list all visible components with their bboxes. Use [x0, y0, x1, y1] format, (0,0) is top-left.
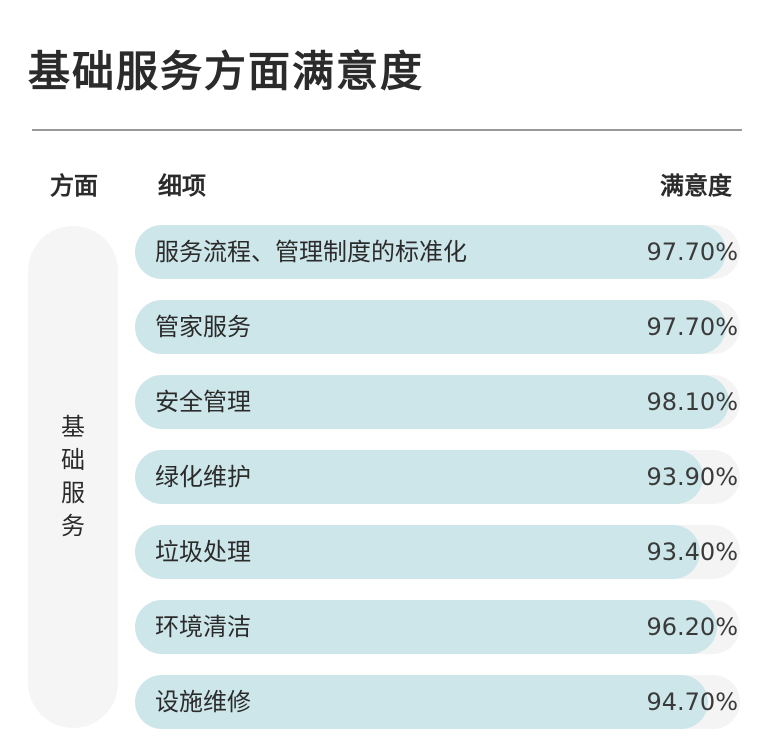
title-divider: [32, 129, 742, 131]
bar-value-label: 94.70%: [646, 688, 738, 716]
bar: [135, 225, 727, 279]
bar: [135, 675, 708, 729]
bar: [135, 300, 727, 354]
page-title: 基础服务方面满意度: [28, 47, 425, 96]
bar-row: 设施维修 94.70%: [135, 675, 740, 729]
bar-value-label: 93.40%: [646, 538, 738, 566]
header-item: 细项: [158, 172, 206, 200]
bar-value-label: 97.70%: [646, 313, 738, 341]
bar: [135, 600, 717, 654]
bar-row: 管家服务 97.70%: [135, 300, 740, 354]
bar-category-label: 安全管理: [155, 388, 251, 416]
bar-value-label: 93.90%: [646, 463, 738, 491]
bar-row: 安全管理 98.10%: [135, 375, 740, 429]
bar-value-label: 98.10%: [646, 388, 738, 416]
bar-row: 服务流程、管理制度的标准化 97.70%: [135, 225, 740, 279]
header-satisfaction: 满意度: [660, 172, 732, 200]
bar-category-label: 设施维修: [155, 688, 251, 716]
bar-row: 环境清洁 96.20%: [135, 600, 740, 654]
bar: [135, 375, 729, 429]
bar-row: 垃圾处理 93.40%: [135, 525, 740, 579]
bar: [135, 525, 701, 579]
bar-row: 绿化维护 93.90%: [135, 450, 740, 504]
bar-category-label: 管家服务: [155, 313, 251, 341]
bar-value-label: 97.70%: [646, 238, 738, 266]
aspect-panel: 基础服务: [28, 226, 118, 728]
bar-value-label: 96.20%: [646, 613, 738, 641]
bar-category-label: 垃圾处理: [155, 538, 251, 566]
header-aspect: 方面: [50, 172, 98, 200]
bar-category-label: 服务流程、管理制度的标准化: [155, 238, 467, 266]
bar-category-label: 环境清洁: [155, 613, 251, 641]
bar-category-label: 绿化维护: [155, 463, 251, 491]
aspect-label: 基础服务: [61, 413, 85, 540]
bar: [135, 450, 704, 504]
